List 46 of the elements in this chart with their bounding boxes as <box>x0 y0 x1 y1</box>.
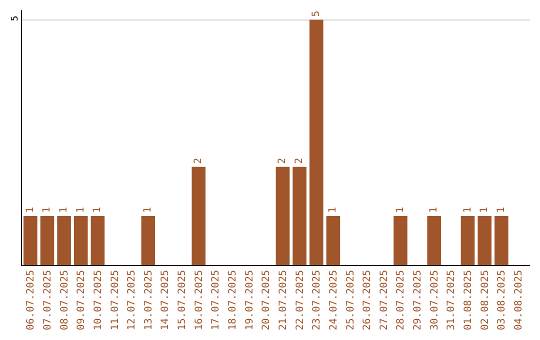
x-tick-label: 20.07.2025 <box>261 270 272 330</box>
data-label: 2 <box>277 158 288 164</box>
x-tick-label: 27.07.2025 <box>378 270 390 330</box>
data-label: 1 <box>479 206 490 213</box>
data-label: 1 <box>328 206 339 213</box>
x-tick-label: 11.07.2025 <box>110 270 121 330</box>
data-label: 1 <box>58 206 70 213</box>
x-tick-label: 23.07.2025 <box>312 270 323 330</box>
x-tick-label: 18.07.2025 <box>228 270 239 330</box>
data-label: 1 <box>496 206 507 213</box>
x-tick-label: 24.07.2025 <box>328 270 340 330</box>
x-tick-label: 21.07.2025 <box>278 270 289 330</box>
x-tick-label: 13.07.2025 <box>143 270 154 330</box>
x-tick-label: 28.07.2025 <box>396 270 407 330</box>
x-tick-label: 08.07.2025 <box>59 270 70 330</box>
x-tick-label: 31.07.2025 <box>446 270 458 330</box>
data-label: 2 <box>294 158 306 164</box>
data-label: 1 <box>142 206 154 213</box>
x-tick-label: 22.07.2025 <box>294 270 306 330</box>
data-label: 1 <box>428 206 440 213</box>
data-label: 1 <box>394 206 406 213</box>
x-tick-label: 14.07.2025 <box>160 270 172 330</box>
x-tick-label: 16.07.2025 <box>194 270 205 330</box>
x-tick-label: 09.07.2025 <box>76 270 88 330</box>
x-tick-label: 04.08.2025 <box>513 270 524 330</box>
x-tick-label: 12.07.2025 <box>126 270 138 330</box>
x-tick-label: 29.07.2025 <box>412 270 424 330</box>
x-tick-label: 07.07.2025 <box>42 270 54 330</box>
x-tick-label: 06.07.2025 <box>26 270 37 330</box>
data-label: 5 <box>310 10 322 17</box>
x-tick-label: 26.07.2025 <box>362 270 374 330</box>
x-tick-label: 10.07.2025 <box>92 270 104 330</box>
x-tick-label: 01.08.2025 <box>463 270 474 330</box>
data-label: 1 <box>75 206 86 213</box>
x-tick-label: 02.08.2025 <box>480 270 491 330</box>
x-tick-label: 19.07.2025 <box>244 270 256 330</box>
x-tick-label: 17.07.2025 <box>210 270 222 330</box>
data-label: 1 <box>92 206 104 213</box>
x-tick-label: 30.07.2025 <box>429 270 440 330</box>
data-label: 1 <box>462 206 474 213</box>
data-label: 2 <box>193 158 204 164</box>
data-label: 1 <box>24 206 36 213</box>
x-tick-label: 25.07.2025 <box>345 270 356 330</box>
x-tick-label: 03.08.2025 <box>496 270 508 330</box>
data-label: 1 <box>42 206 53 213</box>
x-tick-label: 15.07.2025 <box>177 270 188 330</box>
